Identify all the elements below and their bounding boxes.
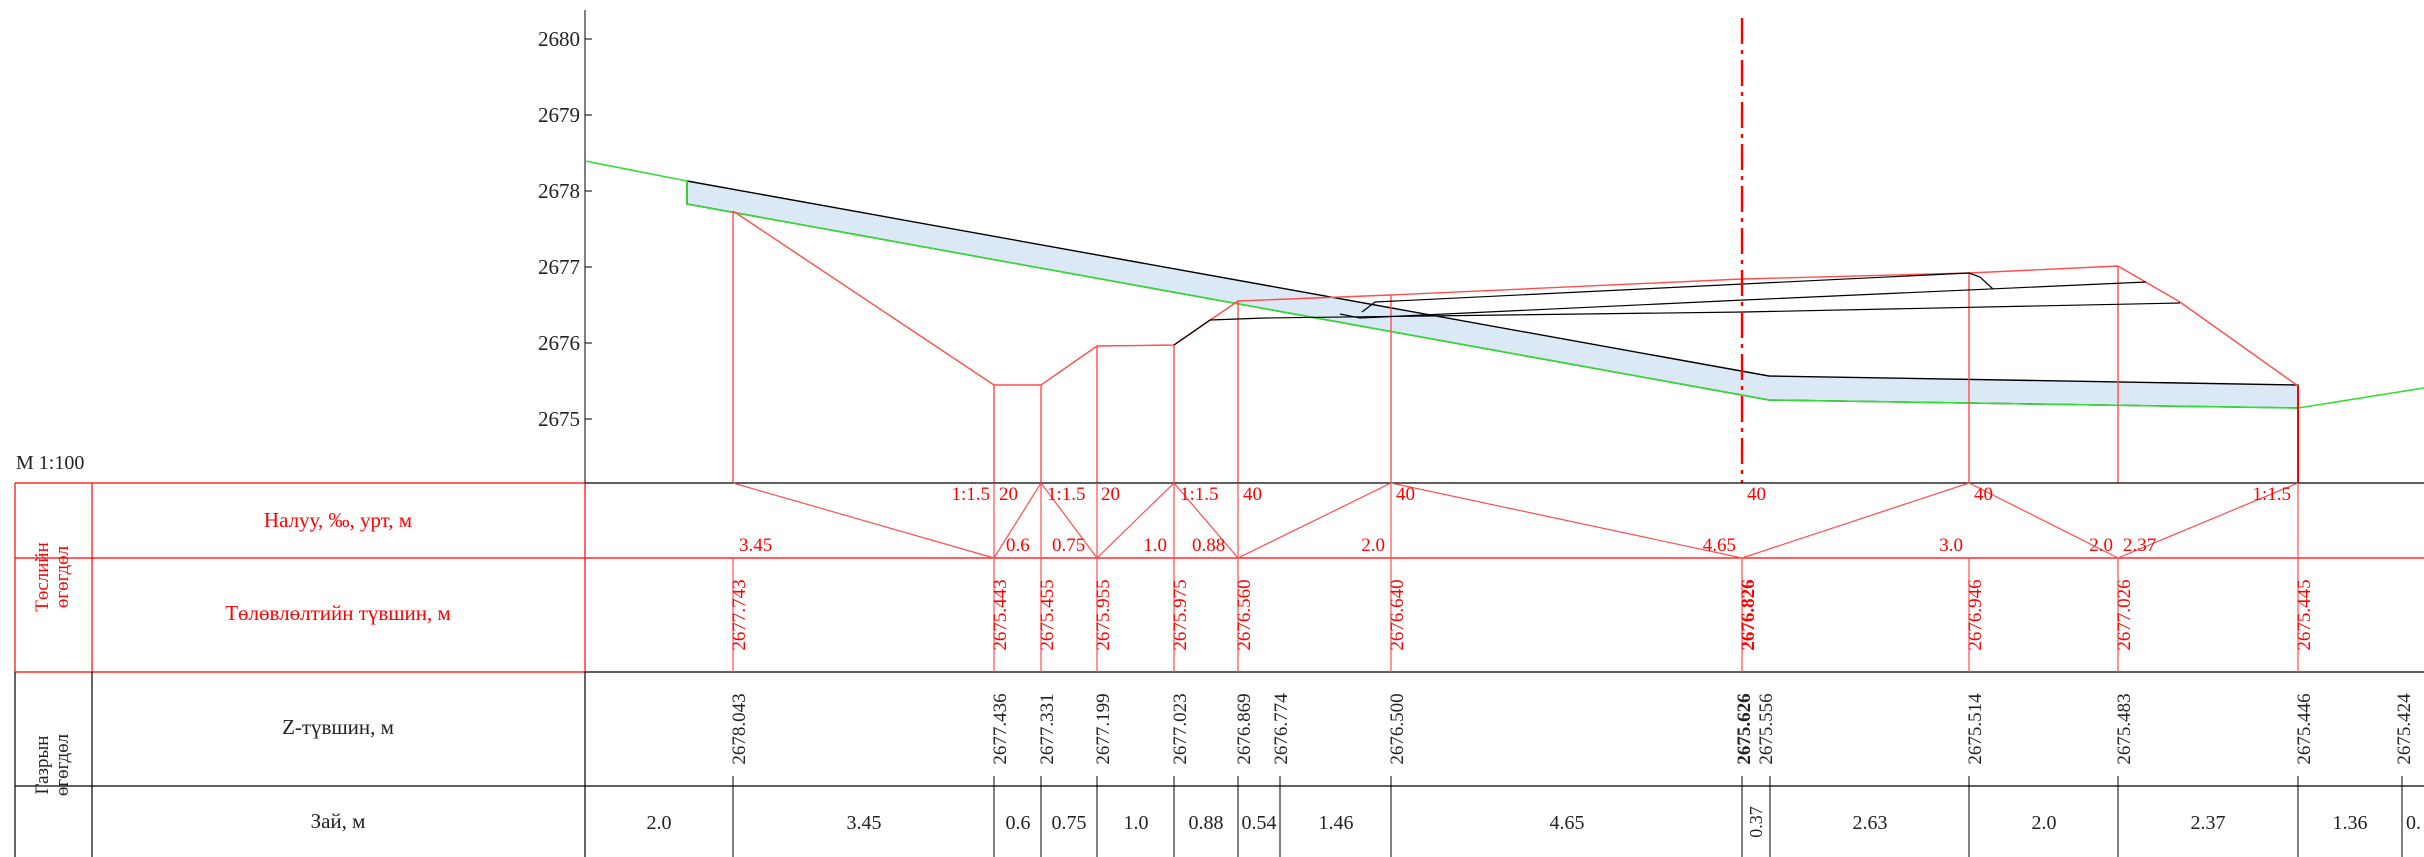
distance-values: 2.0 3.45 0.6 0.75 1.0 0.88 0.54 1.46 4.6… (647, 806, 2422, 838)
ground-z-row-header: Z-түвшин, м (282, 715, 394, 739)
ground-level-value: 2677.331 (1037, 693, 1058, 764)
design-level-value: 2676.640 (1387, 579, 1408, 650)
design-profile-line (732, 210, 2299, 387)
distance-value: 3.45 (847, 812, 882, 834)
ground-level-value: 2675.483 (2114, 693, 2135, 764)
slope-label: 2.37 (2123, 535, 2156, 556)
slope-label: 0.75 (1052, 535, 1085, 556)
pavement-layer-bottom (1173, 302, 2181, 346)
ground-level-value: 2677.023 (1170, 693, 1191, 764)
design-level-value: 2676.826 (1738, 579, 1759, 650)
slope-label: 0.88 (1192, 535, 1225, 556)
design-group-label-line: өгөгдөл (52, 545, 73, 608)
slope-label: 40 (1243, 484, 1262, 505)
ground-level-value: 2676.500 (1387, 693, 1408, 764)
distance-dividers (732, 786, 2403, 857)
design-section (732, 210, 2299, 483)
distance-value: 2.63 (1853, 812, 1888, 834)
y-tick-label: 2678 (538, 179, 580, 203)
slope-dividers (993, 483, 2299, 558)
y-tick-label: 2676 (538, 331, 580, 355)
ground-level-value: 2675.556 (1756, 693, 1777, 764)
distance-value: 1.36 (2333, 812, 2368, 834)
ground-level-value: 2677.199 (1093, 693, 1114, 764)
ground-level-value: 2678.043 (729, 693, 750, 764)
ground-level-value: 2676.774 (1271, 693, 1292, 765)
y-tick-label: 2675 (538, 407, 580, 431)
y-axis-ticks: 2680 2679 2678 2677 2676 2675 (538, 27, 592, 431)
design-level-row-header: Төлөвлөлтийн түвшин, м (225, 601, 451, 625)
distance-value: 2.37 (2191, 812, 2226, 834)
design-level-value: 2677.743 (729, 579, 750, 650)
slope-label: 20 (1101, 484, 1120, 505)
ground-level-value: 2675.424 (2394, 693, 2415, 765)
distance-value: 0.37 (1746, 806, 1766, 838)
distance-value: 0.75 (1052, 812, 1087, 834)
ground-level-value: 2677.436 (990, 693, 1011, 764)
profile-table: Төслийн өгөгдөл Газрын өгөгдөл Налуу, ‰,… (14, 481, 2424, 857)
distance-value: 0.88 (1189, 812, 1224, 834)
ground-group-label: Газрын өгөгдөл (32, 733, 73, 796)
slope-label: 20 (999, 484, 1018, 505)
slope-label: 1:1.5 (951, 484, 990, 505)
ground-level-values: 2678.043 2677.436 2677.331 2677.199 2677… (729, 693, 2415, 765)
ground-group-label-line: өгөгдөл (52, 733, 73, 796)
distance-value: 1.0 (1124, 812, 1149, 834)
slope-label: 3.45 (739, 535, 772, 556)
y-tick-label: 2679 (538, 103, 580, 127)
plot-area: 2680 2679 2678 2677 2676 2675 (538, 10, 2424, 483)
pavement-layer-middle (1339, 281, 2147, 319)
design-group-label: Төслийн өгөгдөл (32, 542, 73, 612)
y-tick-label: 2677 (538, 255, 580, 279)
slope-label: 2.0 (2089, 535, 2113, 556)
ground-group-label-line: Газрын (32, 736, 53, 795)
distance-value: 0. (2406, 812, 2421, 834)
pavement-layer-top (1361, 272, 1994, 313)
design-level-value: 2677.026 (2114, 579, 2135, 650)
distance-value: 0.6 (1006, 812, 1031, 834)
ground-level-value: 2676.869 (1234, 693, 1255, 764)
design-level-values: 2677.743 2675.443 2675.455 2675.955 2675… (729, 579, 2315, 650)
slope-labels: 3.45 1:1.5 20 0.6 1:1.5 0.75 20 1.0 1:1.… (739, 484, 2291, 556)
slope-label: 1:1.5 (1047, 484, 1086, 505)
distance-value: 0.54 (1242, 812, 1277, 834)
slope-label: 1.0 (1143, 535, 1167, 556)
distance-value: 2.0 (647, 812, 672, 834)
design-level-value: 2675.445 (2294, 579, 2315, 650)
slope-label: 40 (1396, 484, 1415, 505)
scale-label: M 1:100 (16, 452, 84, 474)
existing-road-pavement (686, 180, 2299, 409)
distance-value: 4.65 (1550, 812, 1585, 834)
slope-label: 40 (1974, 484, 1993, 505)
design-level-value: 2675.443 (990, 579, 1011, 650)
slope-label: 0.6 (1006, 535, 1030, 556)
ground-table-frame (14, 672, 2424, 857)
design-level-value: 2675.955 (1093, 579, 1114, 650)
distance-value: 2.0 (2032, 812, 2057, 834)
ground-level-value: 2675.626 (1734, 693, 1755, 764)
ground-level-value: 2675.446 (2294, 693, 2315, 764)
design-level-value: 2676.946 (1965, 579, 1986, 650)
slope-label: 4.65 (1703, 535, 1736, 556)
slope-label: 2.0 (1361, 535, 1385, 556)
design-table-frame (14, 482, 2424, 673)
slope-label: 1:1.5 (2252, 484, 2291, 505)
distance-row-header: Зай, м (311, 809, 366, 833)
distance-value: 1.46 (1319, 812, 1354, 834)
slope-label: 3.0 (1939, 535, 1963, 556)
slope-label: 1:1.5 (1180, 484, 1219, 505)
ground-line (584, 160, 2424, 409)
pavement-layers (1173, 272, 2181, 346)
slope-label: 40 (1747, 484, 1766, 505)
design-level-value: 2675.455 (1037, 579, 1058, 650)
design-group-label-line: Төслийн (32, 542, 53, 612)
design-level-value: 2676.560 (1234, 579, 1255, 650)
y-tick-label: 2680 (538, 27, 580, 51)
slope-row-header: Налуу, ‰, урт, м (264, 508, 412, 532)
ground-level-value: 2675.514 (1965, 693, 1986, 765)
design-level-value: 2675.975 (1170, 579, 1191, 650)
design-level-row (732, 558, 2299, 672)
